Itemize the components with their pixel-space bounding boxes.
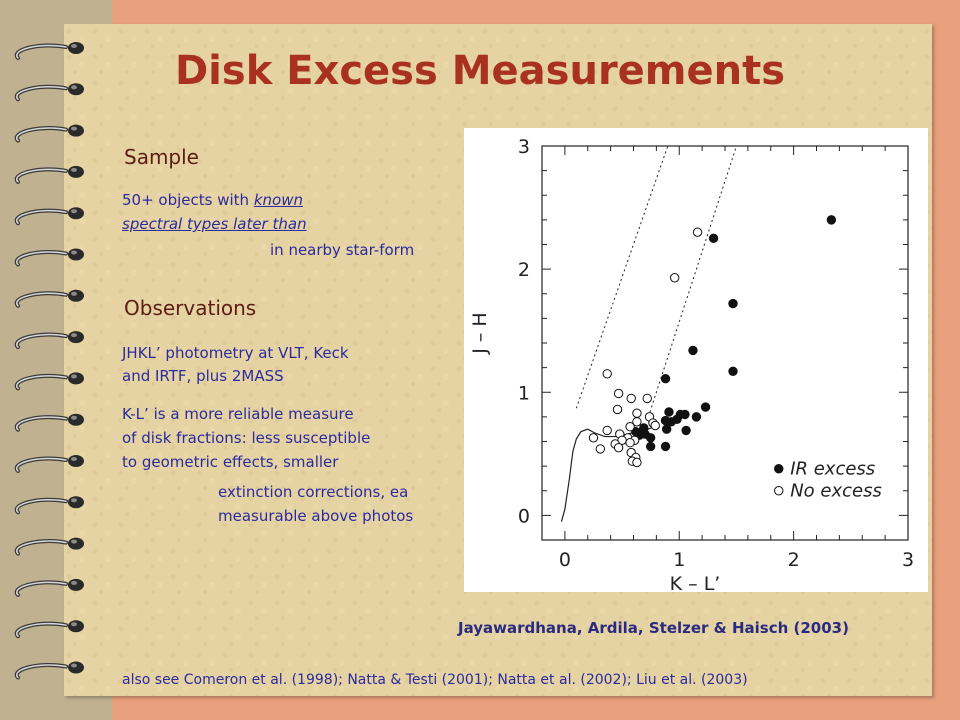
obs-para1-line1: JHKL’ photometry at VLT, Keck [122,344,349,362]
y-tick-label: 3 [518,136,530,158]
sample-line-3: in nearby star-form [270,241,415,259]
ir-excess-point [688,345,698,356]
no-excess-point [632,408,642,418]
binder-ring [14,413,84,432]
no-excess-point [650,420,660,431]
no-excess-point [602,425,612,436]
binder-ring [14,42,84,60]
binder-ring [14,248,84,267]
binder-ring [14,207,84,226]
binder-ring [14,165,84,184]
ir-excess-point [660,441,671,452]
binder-ring [14,289,84,308]
ir-excess-point [661,424,672,434]
no-excess-point [588,433,599,443]
ir-excess-point [645,441,656,452]
ir-excess-point [826,215,837,225]
ir-excess-point [666,417,676,427]
no-excess-point [632,457,642,468]
no-excess-point [669,273,680,283]
no-excess-point [602,369,612,379]
figure-caption: Jayawardhana, Ardila, Stelzer & Haisch (… [458,619,849,637]
x-axis-label: K – L’ [670,573,721,592]
ir-excess-point [681,425,691,436]
legend-marker [774,486,784,496]
x-tick-label: 1 [673,549,685,571]
no-excess-point [632,417,642,427]
binder-rings [14,42,84,680]
ir-excess-point [728,298,738,309]
observations-heading: Observations [124,296,257,320]
sample-heading: Sample [124,145,199,169]
y-tick-label: 0 [518,505,530,527]
ir-excess-point [660,374,671,384]
ir-excess-point [708,233,719,244]
ir-excess-point [664,407,674,417]
ir-excess-point [728,366,738,377]
x-tick-label: 0 [559,549,571,571]
ir-excess-point [691,412,702,422]
slide-title: Disk Excess Measurements [174,48,786,94]
binder-ring [14,620,84,639]
y-tick-label: 1 [518,382,530,404]
obs-para1-line2: and IRTF, plus 2MASS [122,367,284,385]
no-excess-point [613,388,624,399]
sample-line-1-known: known [253,191,303,209]
obs-para2-line2: of disk fractions: less susceptible [122,429,371,447]
obs-para2-line3: to geometric effects, smaller [122,453,339,471]
ir-excess-point [645,433,656,443]
reddening-line [575,146,669,409]
binder-ring [14,496,84,515]
obs-para2-line1: K-L’ is a more reliable measure [122,405,354,423]
binder-ring [14,537,84,556]
legend-label: IR excess [790,459,875,480]
dwarf-locus-curve [560,426,655,522]
sample-line-2-text: spectral types later than [122,215,307,233]
x-tick-label: 2 [788,549,800,571]
no-excess-point [642,393,652,404]
y-tick-label: 2 [518,259,530,281]
binder-ring [14,83,84,102]
obs-para2-line4: extinction corrections, ea [218,483,409,501]
no-excess-point [595,444,606,454]
no-excess-point [613,442,624,453]
binder-ring [14,661,84,680]
sample-line-1-prefix: 50+ objects with [122,191,254,209]
no-excess-point [612,404,623,415]
binder-ring [14,578,84,597]
obs-para2-line5: measurable above photos [218,507,414,525]
no-excess-point [626,393,636,404]
y-axis-label: J – H [469,312,491,354]
ir-excess-point [700,402,711,412]
binder-ring [14,124,84,143]
binder-ring [14,372,84,391]
legend-label: No excess [790,481,882,502]
no-excess-point [625,438,635,448]
sample-line-1: 50+ objects with known [122,190,303,211]
color-color-diagram: 0 1 2 3 0 1 2 3 K – L’ J – H IR excess No excess [464,128,928,595]
footer-references: also see Comeron et al. (1998); Natta & … [122,672,748,688]
binder-ring [14,455,84,473]
sample-line-2: spectral types later than [122,214,307,235]
ir-excess-point [680,409,690,420]
no-excess-point [692,227,703,237]
legend-marker [774,464,784,474]
binder-ring [14,331,84,350]
x-tick-label: 3 [902,549,914,571]
no-excess-point [625,422,635,432]
